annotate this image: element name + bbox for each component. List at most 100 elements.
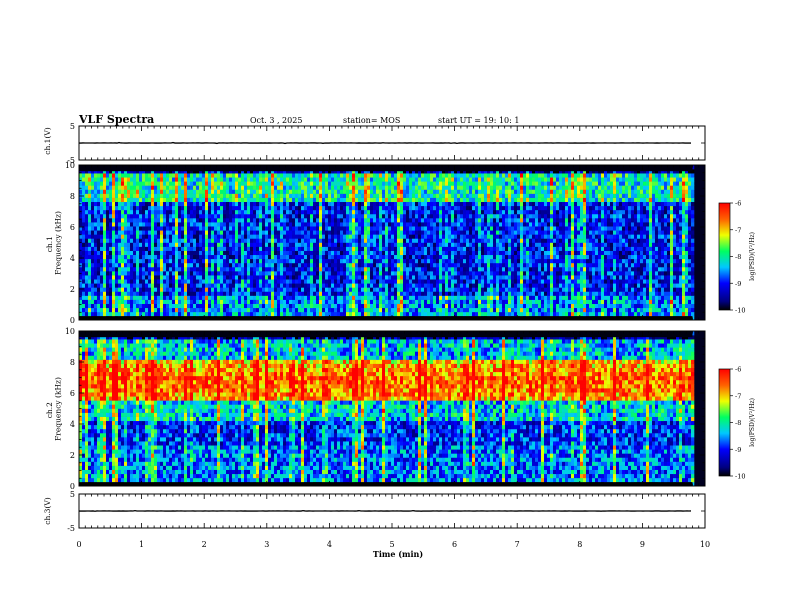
spectrogram-cell — [442, 299, 446, 304]
spectrogram-cell — [391, 250, 395, 256]
spectrogram-cell — [145, 230, 149, 235]
spectrogram-cell — [316, 258, 320, 264]
spectrogram-cell — [268, 185, 272, 190]
spectrogram-cell — [277, 250, 281, 256]
spectrogram-cell — [361, 246, 365, 251]
spectrogram-cell — [352, 193, 356, 198]
spectrogram-cell — [328, 238, 332, 243]
spectrogram-cell — [217, 189, 221, 194]
spectrogram-cell — [235, 275, 239, 280]
spectrogram-cell — [286, 181, 290, 186]
spectrogram-cell — [157, 209, 161, 215]
spectrogram-cell — [286, 173, 290, 178]
spectrogram-cell — [448, 258, 452, 264]
spectrogram-cell — [301, 230, 305, 235]
spectrogram-cell — [91, 185, 95, 190]
spectrogram-cell — [418, 295, 422, 300]
spectrogram-cell — [454, 242, 458, 247]
spectrogram-cell — [403, 287, 407, 292]
spectrogram-cell — [175, 218, 179, 223]
spectrogram-cell — [226, 230, 230, 235]
spectrogram-cell — [133, 291, 137, 296]
spectrogram-cell — [454, 303, 458, 309]
spectrogram-cell — [376, 185, 380, 190]
spectrogram-cell — [169, 173, 173, 178]
spectrogram-cell — [256, 291, 260, 296]
spectrogram-cell — [133, 311, 137, 317]
spectrogram-cell — [472, 271, 476, 276]
spectrogram-cell — [136, 218, 140, 223]
spectrogram-cell — [97, 226, 101, 231]
spectrogram-cell — [394, 226, 398, 231]
spectrogram-cell — [355, 262, 359, 268]
spectrogram-cell — [349, 271, 353, 276]
spectrogram-cell — [127, 275, 131, 280]
spectrogram-cell — [412, 291, 416, 296]
spectrogram-cell — [313, 246, 317, 251]
spectrogram-cell — [364, 205, 368, 211]
spectrogram-cell — [229, 189, 233, 194]
spectrogram-cell — [466, 287, 470, 292]
spectrogram-cell — [370, 295, 374, 300]
spectrogram-cell — [148, 271, 152, 276]
spectrogram-cell — [460, 271, 464, 276]
spectrogram-cell — [187, 279, 191, 284]
spectrogram-cell — [193, 266, 197, 272]
spectrogram-cell — [436, 271, 440, 276]
spectrogram-cell — [337, 299, 341, 304]
spectrogram-cell — [433, 205, 437, 211]
spectrogram-cell — [199, 291, 203, 296]
spectrogram-cell — [241, 287, 245, 292]
spectrogram-cell — [259, 169, 263, 174]
spectrogram-cell — [376, 295, 380, 300]
spectrogram-cell — [82, 254, 86, 260]
spectrogram-cell — [139, 189, 143, 194]
spectrogram-cell — [388, 177, 392, 182]
spectrogram-cell — [157, 185, 161, 190]
spectrogram-cell — [400, 189, 404, 194]
spectrogram-cell — [436, 234, 440, 239]
spectrogram-cell — [280, 185, 284, 190]
spectrogram-cell — [433, 213, 437, 219]
spectrogram-cell — [226, 258, 230, 264]
spectrogram-cell — [358, 287, 362, 292]
spectrogram-cell — [355, 218, 359, 223]
spectrogram-cell — [322, 283, 326, 288]
spectrogram-cell — [409, 205, 413, 211]
spectrogram-cell — [136, 197, 140, 203]
spectrogram-cell — [319, 209, 323, 215]
spectrogram-cell — [253, 242, 257, 247]
spectrogram-cell — [184, 222, 188, 227]
spectrogram-cell — [355, 189, 359, 194]
spectrogram-cell — [313, 189, 317, 194]
spectrogram-cell — [340, 254, 344, 260]
spectrogram-cell — [307, 287, 311, 292]
spectrogram-cell — [406, 201, 410, 207]
spectrogram-cell — [406, 287, 410, 292]
spectrogram-cell — [139, 201, 143, 207]
spectrogram-cell — [238, 234, 242, 239]
spectrogram-cell — [433, 201, 437, 207]
spectrogram-cell — [160, 262, 164, 268]
spectrogram-cell — [457, 238, 461, 243]
spectrogram-cell — [376, 250, 380, 256]
spectrogram-cell — [313, 177, 317, 182]
spectrogram-cell — [238, 299, 242, 304]
spectrogram-cell — [181, 197, 185, 203]
spectrogram-cell — [298, 246, 302, 251]
spectrogram-cell — [112, 230, 116, 235]
spectrogram-cell — [256, 307, 260, 313]
spectrogram-cell — [88, 213, 92, 219]
spectrogram-cell — [343, 275, 347, 280]
spectrogram-cell — [244, 275, 248, 280]
spectrogram-cell — [325, 169, 329, 174]
spectrogram-cell — [103, 193, 107, 198]
spectrogram-cell — [403, 222, 407, 227]
spectrogram-cell — [139, 205, 143, 211]
spectrogram-cell — [175, 246, 179, 251]
spectrogram-cell — [430, 246, 434, 251]
spectrogram-cell — [265, 262, 269, 268]
spectrogram-cell — [217, 299, 221, 304]
spectrogram-cell — [145, 262, 149, 268]
spectrogram-cell — [247, 201, 251, 207]
